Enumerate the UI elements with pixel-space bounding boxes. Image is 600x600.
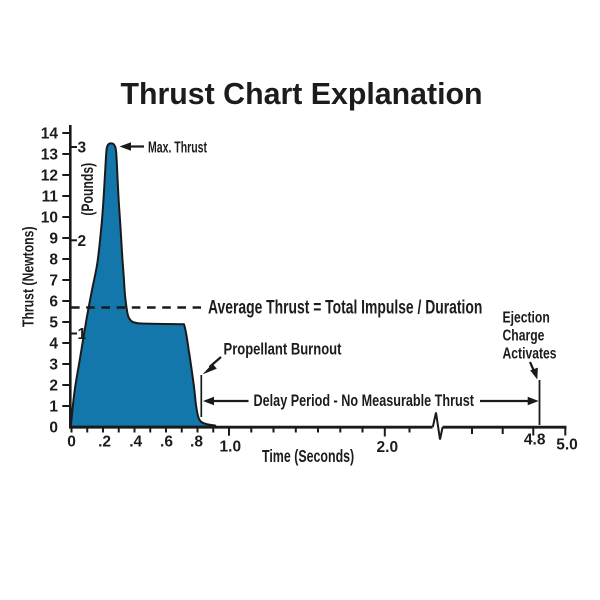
svg-text:14: 14 bbox=[41, 126, 59, 143]
svg-text:5: 5 bbox=[49, 315, 58, 332]
svg-text:1: 1 bbox=[78, 326, 87, 343]
svg-text:3: 3 bbox=[78, 140, 87, 157]
svg-text:9: 9 bbox=[49, 231, 58, 248]
svg-text:(Pounds): (Pounds) bbox=[79, 163, 97, 216]
svg-text:2.0: 2.0 bbox=[377, 439, 399, 456]
svg-text:12: 12 bbox=[41, 168, 58, 185]
svg-text:Average Thrust = Total Impulse: Average Thrust = Total Impulse / Duratio… bbox=[208, 296, 482, 318]
svg-text:.2: .2 bbox=[98, 434, 111, 451]
svg-text:4.8: 4.8 bbox=[524, 431, 546, 448]
svg-text:4: 4 bbox=[49, 336, 58, 353]
svg-text:Delay Period - No Measurable T: Delay Period - No Measurable Thrust bbox=[254, 391, 474, 410]
svg-text:.4: .4 bbox=[129, 434, 142, 451]
svg-text:2: 2 bbox=[49, 378, 58, 395]
svg-text:1.0: 1.0 bbox=[220, 438, 242, 455]
svg-text:Max. Thrust: Max. Thrust bbox=[148, 138, 207, 156]
svg-text:Time (Seconds): Time (Seconds) bbox=[262, 447, 354, 467]
svg-text:5.0: 5.0 bbox=[556, 436, 578, 453]
svg-text:10: 10 bbox=[41, 210, 58, 227]
svg-text:2: 2 bbox=[78, 233, 87, 250]
svg-text:8: 8 bbox=[49, 252, 58, 269]
svg-text:7: 7 bbox=[49, 273, 58, 290]
svg-text:13: 13 bbox=[41, 147, 59, 164]
svg-text:Activates: Activates bbox=[503, 345, 557, 363]
svg-text:11: 11 bbox=[42, 189, 59, 206]
svg-text:Charge: Charge bbox=[503, 327, 545, 345]
svg-text:0: 0 bbox=[67, 434, 76, 451]
svg-text:Propellant Burnout: Propellant Burnout bbox=[224, 341, 342, 359]
svg-text:6: 6 bbox=[49, 294, 58, 311]
svg-text:.8: .8 bbox=[190, 434, 203, 451]
svg-text:3: 3 bbox=[49, 357, 58, 374]
svg-text:Ejection: Ejection bbox=[503, 309, 550, 327]
svg-text:Thrust Chart Explanation: Thrust Chart Explanation bbox=[120, 77, 482, 111]
svg-text:Thrust (Newtons): Thrust (Newtons) bbox=[20, 226, 38, 327]
svg-text:.6: .6 bbox=[160, 434, 173, 451]
svg-text:1: 1 bbox=[49, 399, 58, 416]
svg-text:0: 0 bbox=[49, 420, 58, 437]
